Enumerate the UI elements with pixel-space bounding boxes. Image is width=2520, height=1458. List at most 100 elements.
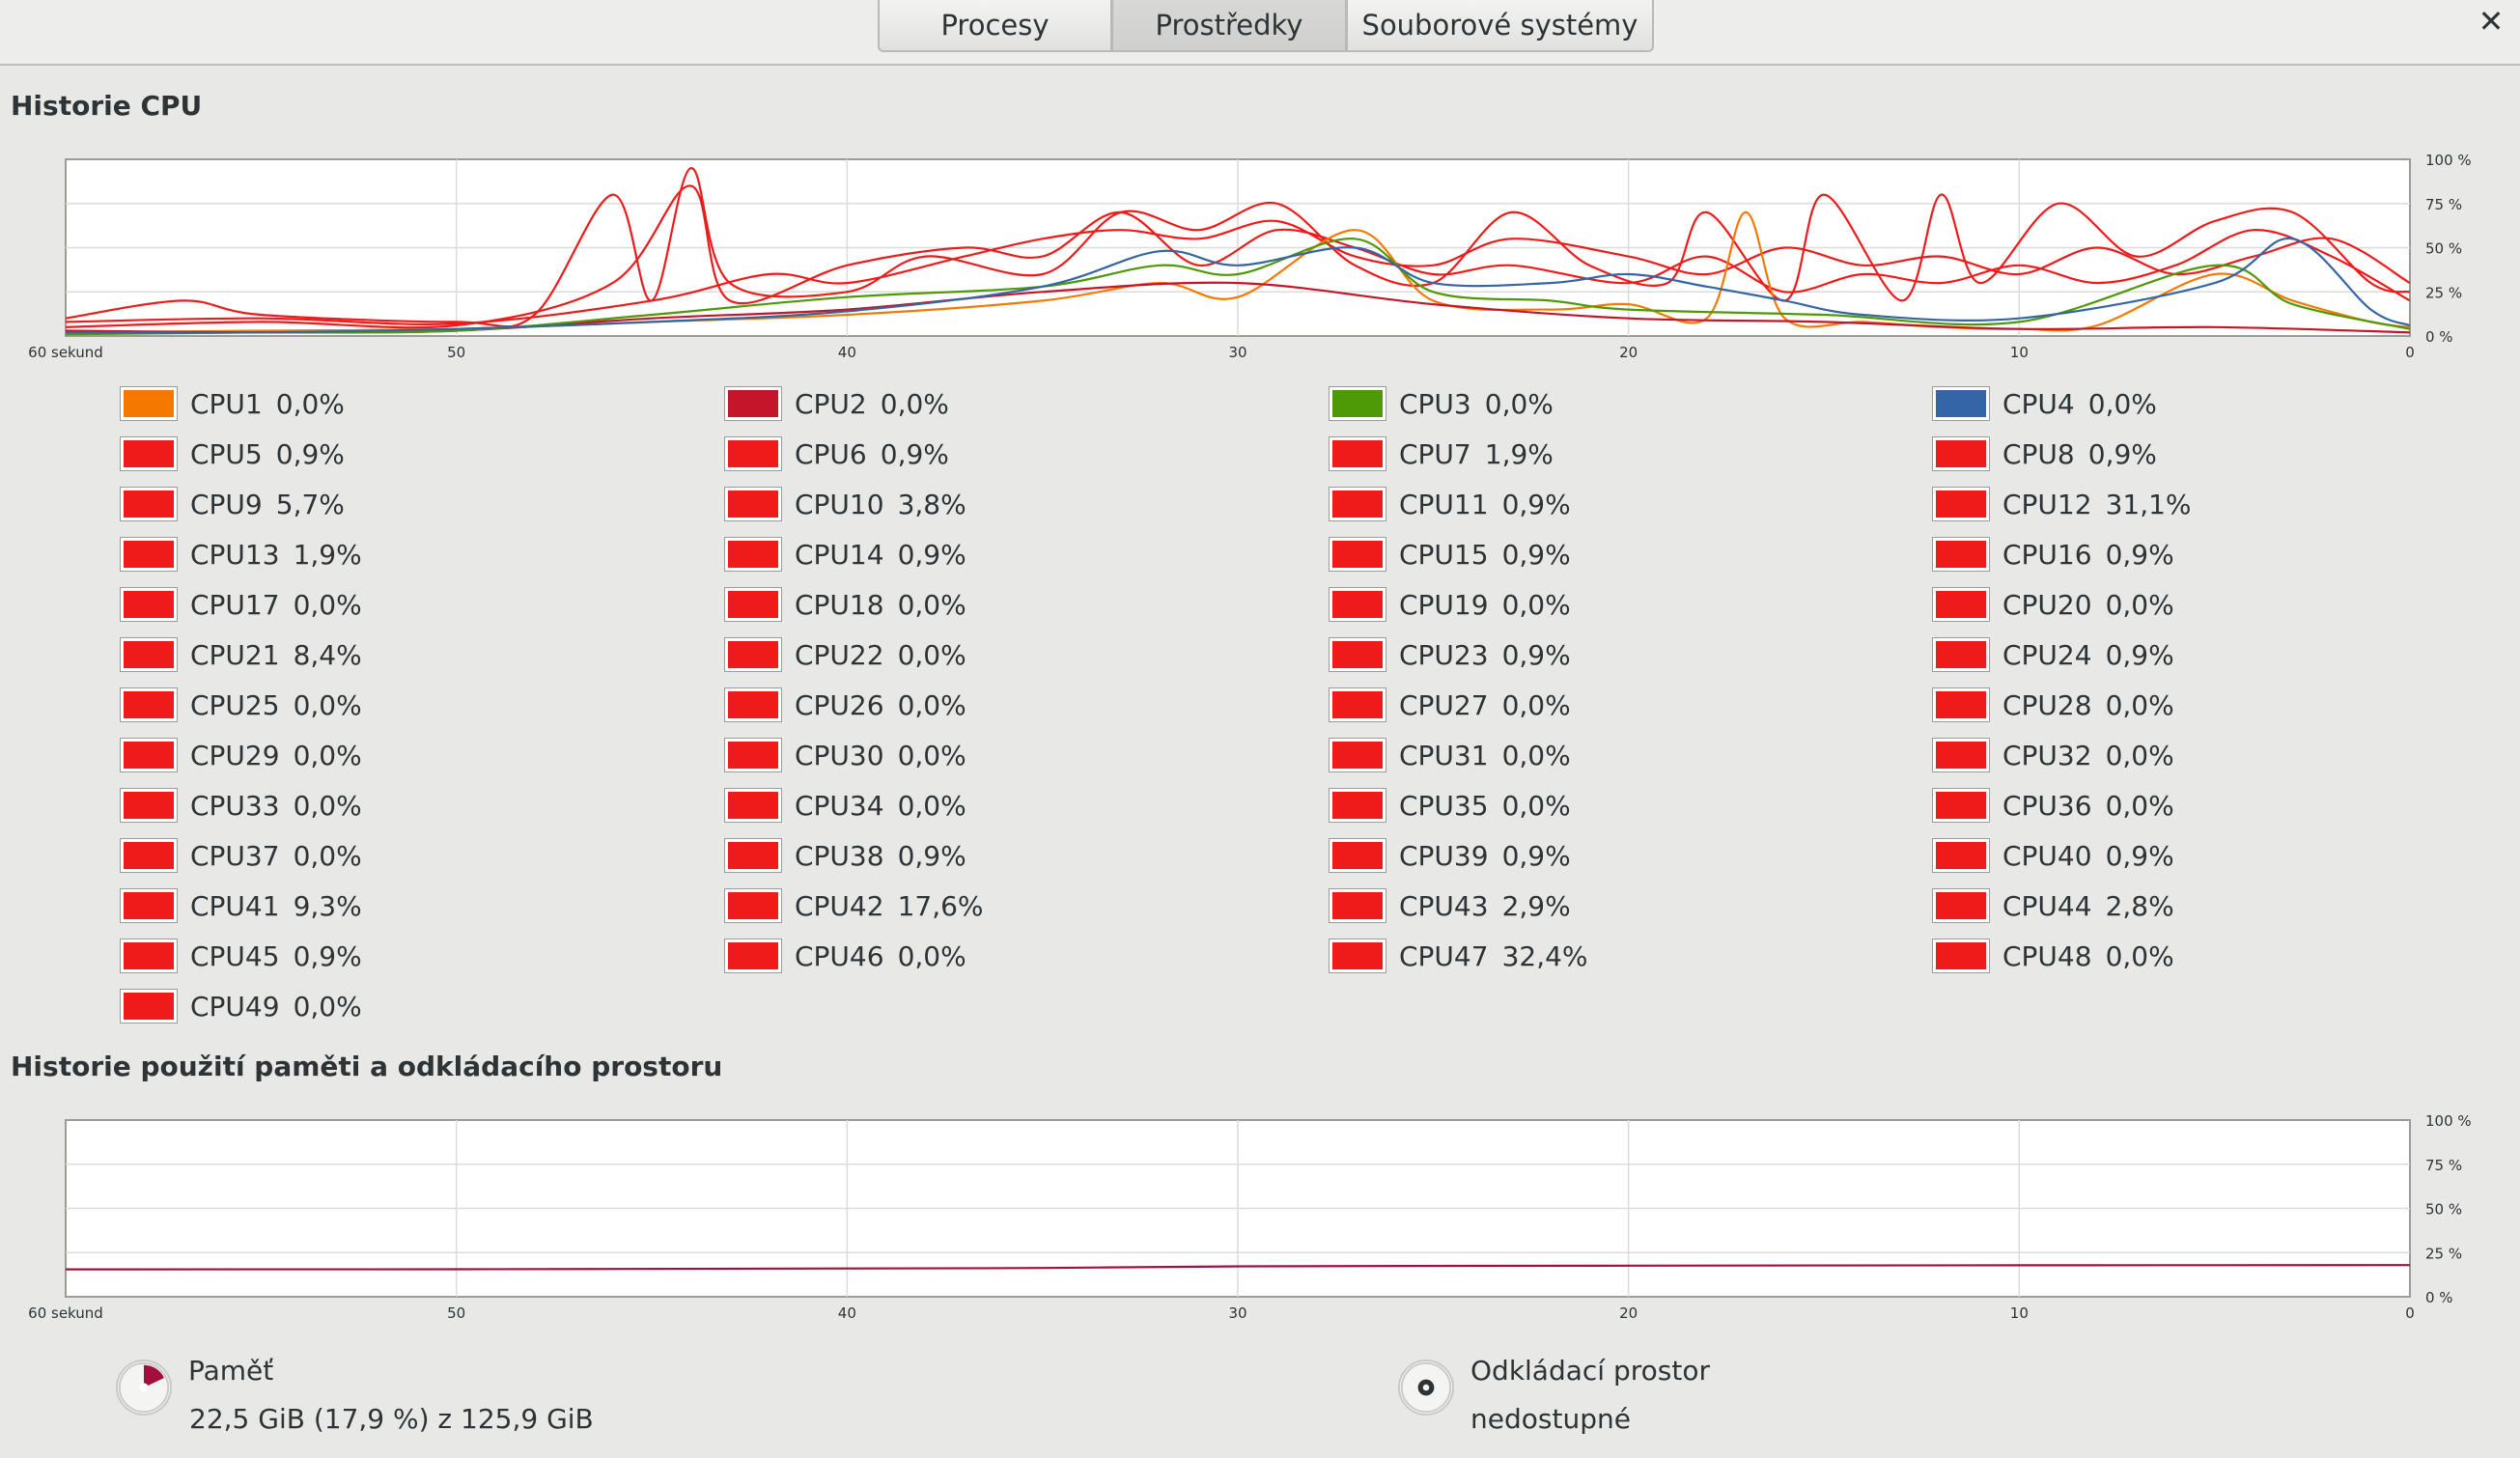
cpu-color-button[interactable] <box>120 788 178 823</box>
cpu-name: CPU40 <box>2002 839 2092 872</box>
memory-pie-icon[interactable] <box>116 1360 172 1416</box>
cpu-color-button[interactable] <box>1329 687 1386 722</box>
cpu-legend-label: CPU14 0,9% <box>795 539 966 571</box>
cpu-color-button[interactable] <box>120 989 178 1023</box>
cpu-name: CPU4 <box>2002 387 2075 420</box>
cpu-graph-grid <box>66 159 2410 336</box>
cpu-legend-label: CPU10 3,8% <box>795 489 966 520</box>
cpu-color-button[interactable] <box>1932 587 1990 622</box>
cpu-color-button[interactable] <box>120 687 178 722</box>
cpu-usage-value: 0,9% <box>897 839 966 872</box>
cpu-color-button[interactable] <box>724 838 782 873</box>
cpu-color-button[interactable] <box>1932 637 1990 672</box>
cpu-color-button[interactable] <box>724 888 782 923</box>
cpu-color-button[interactable] <box>120 738 178 772</box>
cpu-color-button[interactable] <box>120 637 178 672</box>
cpu-name: CPU15 <box>1399 538 1489 571</box>
cpu-color-button[interactable] <box>1932 838 1990 873</box>
cpu-color-button[interactable] <box>120 436 178 471</box>
cpu-color-button[interactable] <box>1932 436 1990 471</box>
tab-souborove-systemy[interactable]: Souborové systémy <box>1347 0 1654 52</box>
cpu-color-button[interactable] <box>724 537 782 572</box>
cpu-name: CPU28 <box>2002 688 2092 721</box>
swap-pie-icon[interactable] <box>1398 1360 1454 1416</box>
cpu-legend-label: CPU4 0,0% <box>2002 388 2157 420</box>
cpu-color-button[interactable] <box>120 939 178 973</box>
cpu-legend-item: CPU47 32,4% <box>1329 937 1588 975</box>
cpu-color-button[interactable] <box>1932 738 1990 772</box>
cpu-name: CPU13 <box>190 538 280 571</box>
tab-procesy[interactable]: Procesy <box>878 0 1112 52</box>
tab-prostredky[interactable]: Prostředky <box>1112 0 1347 52</box>
cpu-color-button[interactable] <box>1329 637 1386 672</box>
x-tick-label: 50 <box>447 1304 465 1322</box>
cpu-legend-label: CPU22 0,0% <box>795 639 966 671</box>
cpu-color-button[interactable] <box>1932 687 1990 722</box>
cpu-name: CPU5 <box>190 437 263 470</box>
cpu-color-button[interactable] <box>1932 939 1990 973</box>
cpu-color-button[interactable] <box>1932 888 1990 923</box>
cpu-color-button[interactable] <box>1329 487 1386 521</box>
cpu-legend-label: CPU23 0,9% <box>1399 639 1571 671</box>
cpu-color-button[interactable] <box>120 487 178 521</box>
cpu-color-button[interactable] <box>1329 738 1386 772</box>
close-icon[interactable]: ✕ <box>2478 3 2505 40</box>
cpu-color-button[interactable] <box>724 487 782 521</box>
cpu-legend-item: CPU17 0,0% <box>120 585 362 624</box>
cpu-usage-value: 0,0% <box>293 688 362 721</box>
cpu-legend-label: CPU16 0,9% <box>2002 539 2174 571</box>
cpu-name: CPU12 <box>2002 488 2092 520</box>
x-tick-label: 30 <box>1228 344 1246 361</box>
cpu-color-button[interactable] <box>1932 487 1990 521</box>
cpu-color-button[interactable] <box>724 738 782 772</box>
cpu-name: CPU18 <box>795 588 884 621</box>
cpu-color-button[interactable] <box>1329 838 1386 873</box>
cpu-color-button[interactable] <box>1329 939 1386 973</box>
cpu-color-button[interactable] <box>1932 386 1990 421</box>
cpu-legend-item: CPU12 31,1% <box>1932 485 2192 523</box>
cpu-name: CPU46 <box>795 939 884 972</box>
cpu-color-button[interactable] <box>120 537 178 572</box>
cpu-color-button[interactable] <box>1329 436 1386 471</box>
cpu-color-button[interactable] <box>724 939 782 973</box>
x-tick-label: 10 <box>2010 344 2029 361</box>
cpu-name: CPU49 <box>190 990 280 1023</box>
y-tick-label: 100 % <box>2425 154 2472 169</box>
cpu-color-button[interactable] <box>724 637 782 672</box>
memory-label: Paměť <box>188 1355 274 1387</box>
cpu-color-button[interactable] <box>724 436 782 471</box>
cpu-usage-value: 1,9% <box>1484 437 1554 470</box>
cpu-legend-item: CPU35 0,0% <box>1329 786 1571 825</box>
cpu-legend-label: CPU29 0,0% <box>190 740 362 771</box>
cpu-legend-label: CPU2 0,0% <box>795 388 949 420</box>
y-tick-label: 50 % <box>2425 1201 2462 1219</box>
cpu-color-button[interactable] <box>1329 587 1386 622</box>
cpu-legend-label: CPU11 0,9% <box>1399 489 1571 520</box>
cpu-color-button[interactable] <box>1329 537 1386 572</box>
cpu-legend-label: CPU30 0,0% <box>795 740 966 771</box>
cpu-color-button[interactable] <box>120 838 178 873</box>
y-tick-label: 50 % <box>2425 240 2462 258</box>
cpu-name: CPU47 <box>1399 939 1489 972</box>
cpu-color-button[interactable] <box>724 687 782 722</box>
cpu-color-button[interactable] <box>120 888 178 923</box>
cpu-color-button[interactable] <box>1329 386 1386 421</box>
cpu-legend-item: CPU23 0,9% <box>1329 635 1571 674</box>
cpu-legend-item: CPU14 0,9% <box>724 535 966 574</box>
cpu-legend-label: CPU42 17,6% <box>795 890 984 922</box>
view-switcher: Procesy Prostředky Souborové systémy <box>878 0 1654 52</box>
cpu-color-button[interactable] <box>1932 537 1990 572</box>
cpu-color-button[interactable] <box>1329 888 1386 923</box>
cpu-usage-value: 0,0% <box>1501 739 1571 771</box>
cpu-name: CPU9 <box>190 488 263 520</box>
cpu-usage-value: 0,0% <box>293 839 362 872</box>
cpu-color-button[interactable] <box>1932 788 1990 823</box>
cpu-color-button[interactable] <box>1329 788 1386 823</box>
cpu-usage-value: 0,0% <box>1501 789 1571 822</box>
cpu-color-button[interactable] <box>120 386 178 421</box>
cpu-usage-value: 0,0% <box>897 688 966 721</box>
cpu-color-button[interactable] <box>120 587 178 622</box>
cpu-color-button[interactable] <box>724 788 782 823</box>
cpu-color-button[interactable] <box>724 587 782 622</box>
cpu-color-button[interactable] <box>724 386 782 421</box>
